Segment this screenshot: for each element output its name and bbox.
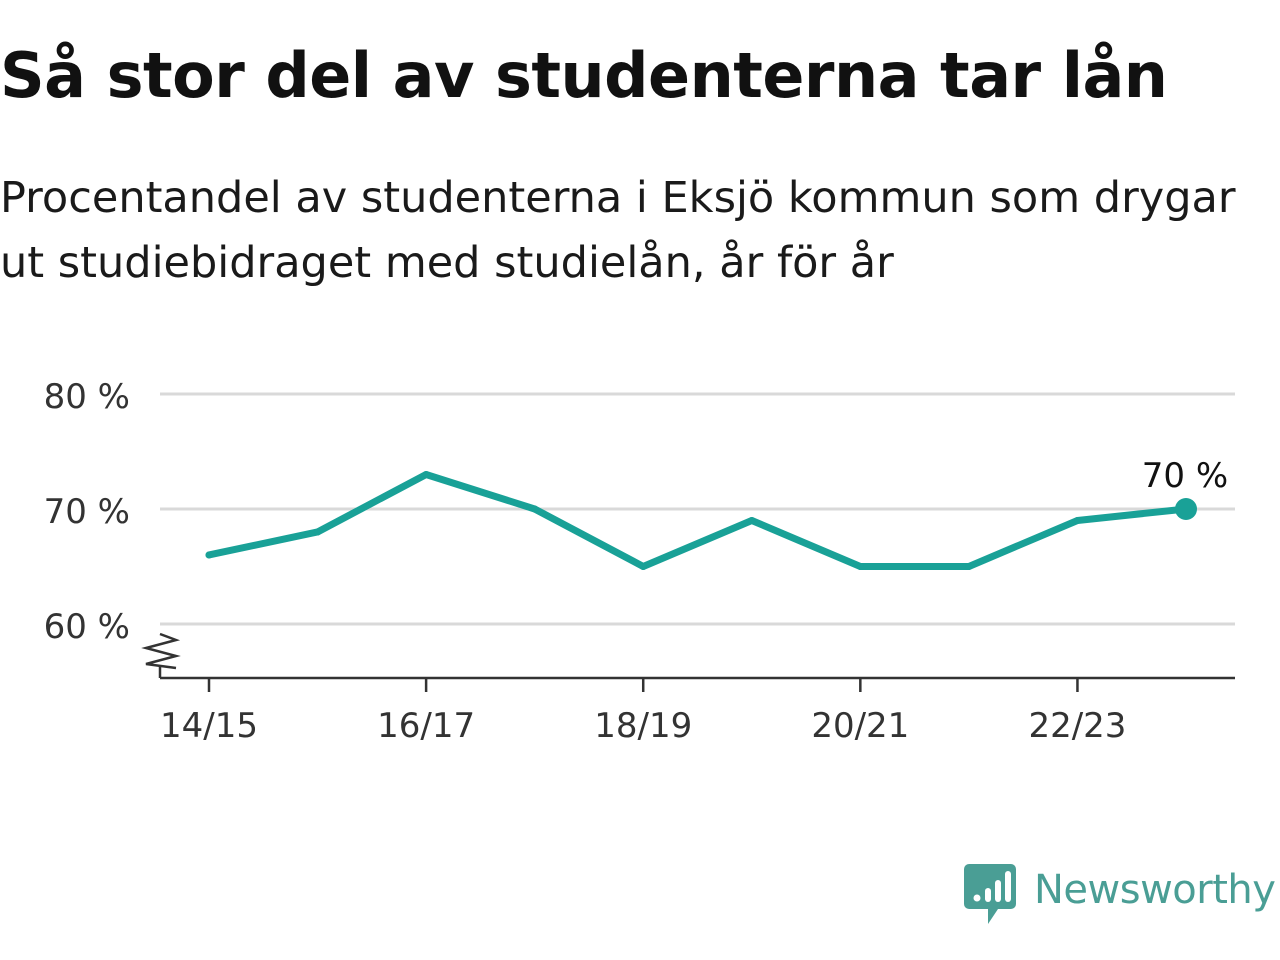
data-point <box>856 562 864 570</box>
bar-chart-speech-bubble-icon <box>964 864 1016 924</box>
x-tick-label: 14/15 <box>160 706 258 746</box>
end-value-label: 70 % <box>1142 456 1228 496</box>
x-tick-label: 18/19 <box>594 706 692 746</box>
chart-title: Så stor del av studenterna tar lån <box>0 39 1168 112</box>
x-tick-label: 16/17 <box>377 706 475 746</box>
brand-name: Newsworthy <box>1034 867 1276 913</box>
data-point <box>965 562 973 570</box>
series-group <box>205 470 1190 570</box>
data-point <box>205 551 213 559</box>
data-point <box>1073 516 1081 524</box>
data-point <box>422 470 430 478</box>
end-point-marker <box>1175 497 1197 520</box>
x-tick-label: 22/23 <box>1028 706 1126 746</box>
data-point <box>314 528 322 536</box>
data-point <box>531 505 539 513</box>
y-tick-label: 70 % <box>44 492 130 532</box>
axes <box>141 632 1235 692</box>
y-axis-labels: 60 % 70 % 80 % <box>44 377 130 647</box>
chart-subtitle: Procentandel av studenterna i Eksjö komm… <box>0 173 1236 288</box>
data-point <box>639 562 647 570</box>
gridlines <box>160 392 1235 626</box>
series-line <box>205 470 1190 570</box>
brand-logo: Newsworthy <box>964 864 1276 926</box>
axis-break-icon <box>141 632 181 670</box>
annotations: 70 % <box>1142 456 1228 520</box>
x-tick-label: 20/21 <box>811 706 909 746</box>
x-axis-labels: 14/15 16/17 18/19 20/21 22/23 <box>160 706 1126 746</box>
y-tick-label: 80 % <box>44 377 130 417</box>
data-point <box>748 516 756 524</box>
y-tick-label: 60 % <box>44 607 130 647</box>
